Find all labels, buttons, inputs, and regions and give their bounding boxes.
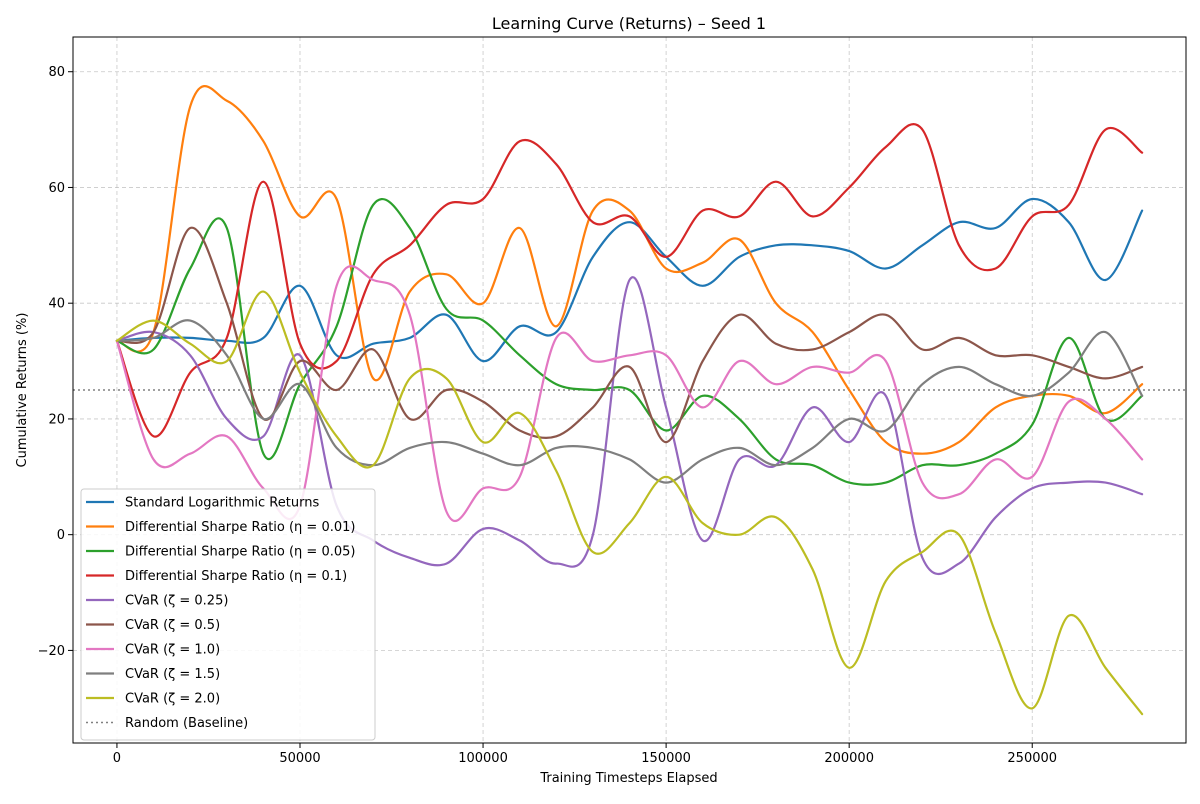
series-line — [115, 276, 1144, 576]
series-line — [115, 319, 1144, 484]
legend: Standard Logarithmic Returns Differential… — [80, 488, 376, 741]
series-line — [115, 197, 1144, 363]
y-axis-title: Cumulative Returns (%) — [15, 313, 30, 468]
series-line — [115, 122, 1144, 438]
legend-label: CVaR (ζ = 0.5) — [125, 618, 220, 633]
y-tick-label: 80 — [48, 65, 65, 80]
y-tick-label: −20 — [38, 644, 65, 659]
x-tick-label: 0 — [113, 751, 121, 766]
x-tick-label: 150000 — [641, 751, 691, 766]
x-tick-label: 50000 — [279, 751, 320, 766]
y-tick-label: 40 — [48, 297, 65, 312]
chart-title: Learning Curve (Returns) – Seed 1 — [492, 14, 766, 33]
tick-layer: 0 50000 100000 150000 200000 250000 −20 0 20 40 60… — [38, 65, 1057, 766]
legend-label: Differential Sharpe Ratio (η = 0.1) — [125, 569, 347, 584]
series-line — [115, 265, 1144, 522]
series-layer — [115, 85, 1144, 716]
series-line — [115, 290, 1144, 716]
series-line — [115, 85, 1144, 455]
x-axis-title: Training Timesteps Elapsed — [539, 771, 717, 786]
legend-label: Differential Sharpe Ratio (η = 0.05) — [125, 545, 355, 560]
legend-label: Random (Baseline) — [125, 716, 248, 731]
plot-frame — [72, 36, 1187, 744]
y-tick-label: 60 — [48, 181, 65, 196]
legend-label: CVaR (ζ = 2.0) — [125, 692, 220, 707]
y-tick-label: 20 — [48, 412, 65, 427]
x-tick-label: 250000 — [1007, 751, 1057, 766]
legend-label: CVaR (ζ = 0.25) — [125, 594, 228, 609]
series-line — [115, 198, 1144, 486]
legend-label: CVaR (ζ = 1.5) — [125, 667, 220, 682]
x-tick-label: 100000 — [458, 751, 508, 766]
y-tick-label: 0 — [57, 528, 65, 543]
series-line — [115, 226, 1144, 444]
legend-box — [80, 488, 376, 741]
x-tick-label: 200000 — [824, 751, 874, 766]
legend-label: Differential Sharpe Ratio (η = 0.01) — [125, 520, 355, 535]
legend-label: Standard Logarithmic Returns — [125, 496, 319, 511]
legend-label: CVaR (ζ = 1.0) — [125, 643, 220, 658]
